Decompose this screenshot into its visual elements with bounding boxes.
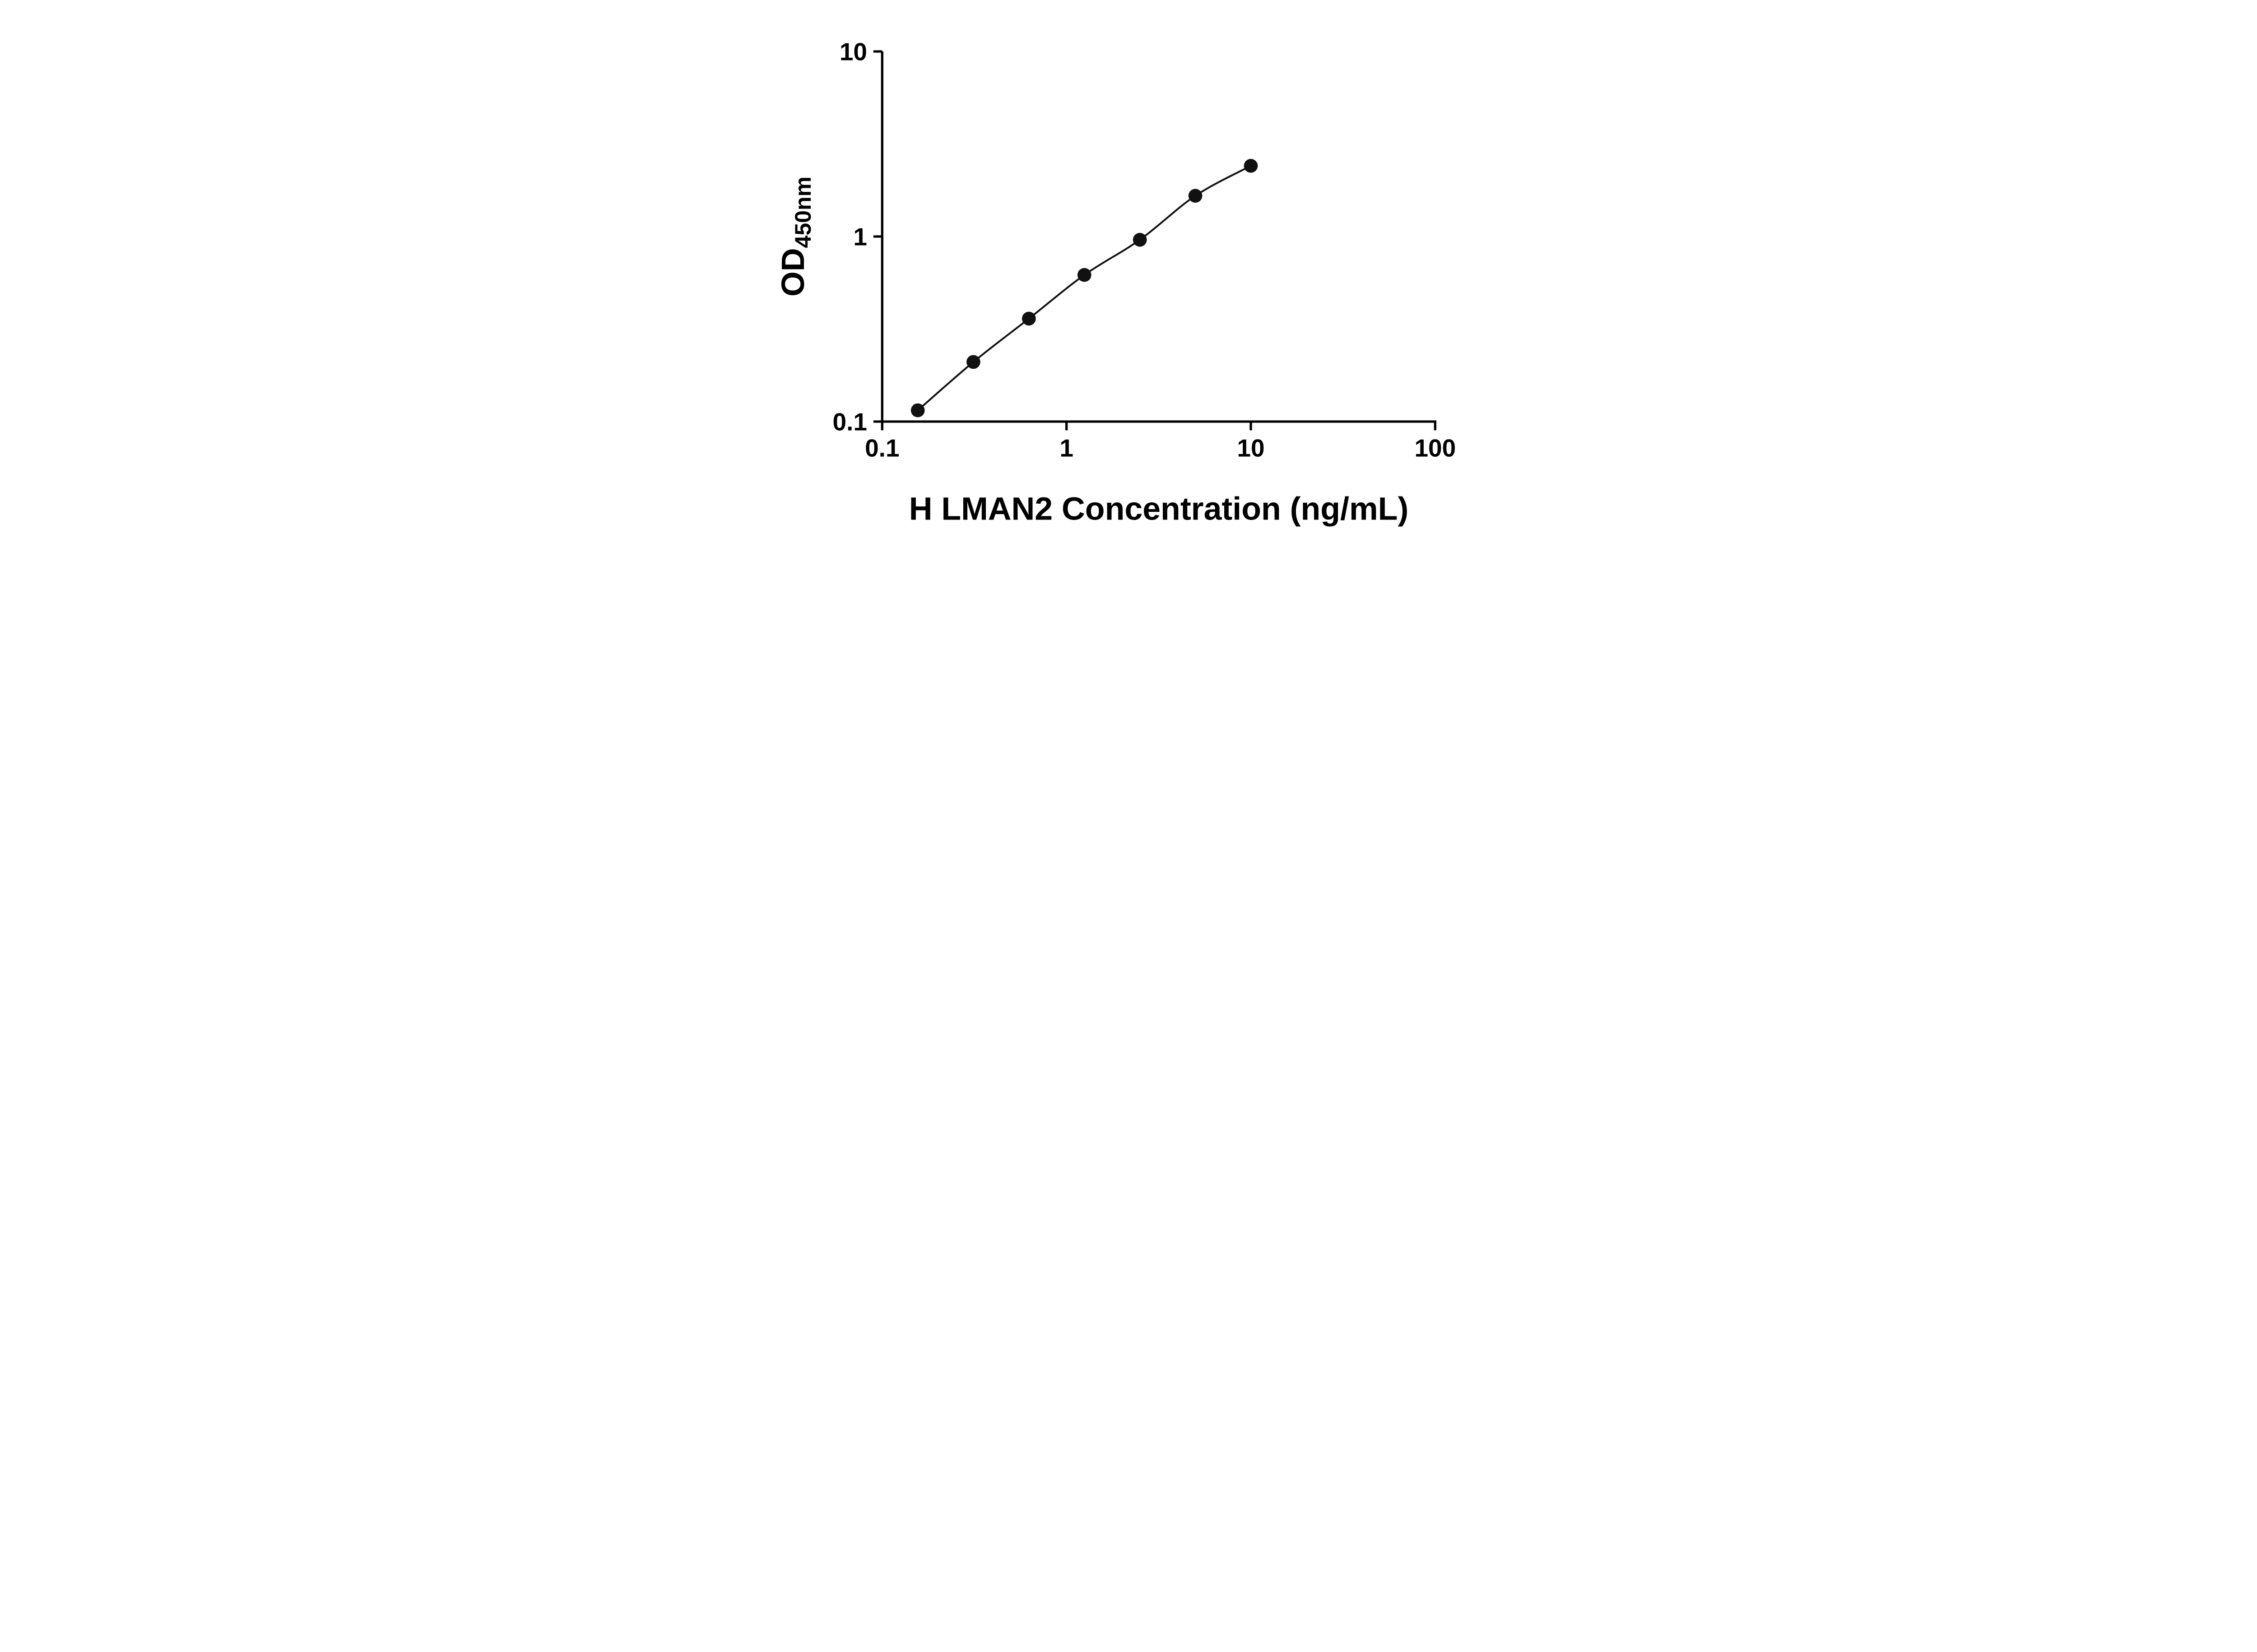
data-point-4 <box>1133 232 1147 247</box>
standard-curve-line <box>917 165 1251 411</box>
data-point-3 <box>1077 268 1091 282</box>
x-tick-label: 100 <box>1414 434 1456 462</box>
y-tick-label: 1 <box>853 223 867 251</box>
y-axis-title: OD450nm <box>775 176 816 297</box>
y-tick-label: 10 <box>840 37 867 65</box>
y-axis-title-main: OD <box>775 248 811 296</box>
x-tick-label: 10 <box>1237 434 1264 462</box>
plot-layer: 0.1 1 10 100 0.1 1 10 <box>833 37 1456 462</box>
data-point-5 <box>1188 189 1203 203</box>
data-point-6 <box>1244 159 1258 173</box>
data-point-2 <box>1022 311 1036 326</box>
y-axis-title-subscript: 450nm <box>790 176 816 248</box>
x-axis-title: H LMAN2 Concentration (ng/mL) <box>909 491 1409 527</box>
data-point-0 <box>910 403 925 418</box>
chart-svg: 0.1 1 10 100 0.1 1 10 H LMAN2 Concentration (n… <box>775 37 1456 527</box>
data-point-1 <box>966 355 980 369</box>
x-tick-label: 0.1 <box>865 434 899 462</box>
y-tick-label: 0.1 <box>833 408 867 436</box>
elisa-standard-curve-figure: 0.1 1 10 100 0.1 1 10 H LMAN2 Concentration (n… <box>750 0 1507 551</box>
x-tick-label: 1 <box>1059 434 1073 462</box>
